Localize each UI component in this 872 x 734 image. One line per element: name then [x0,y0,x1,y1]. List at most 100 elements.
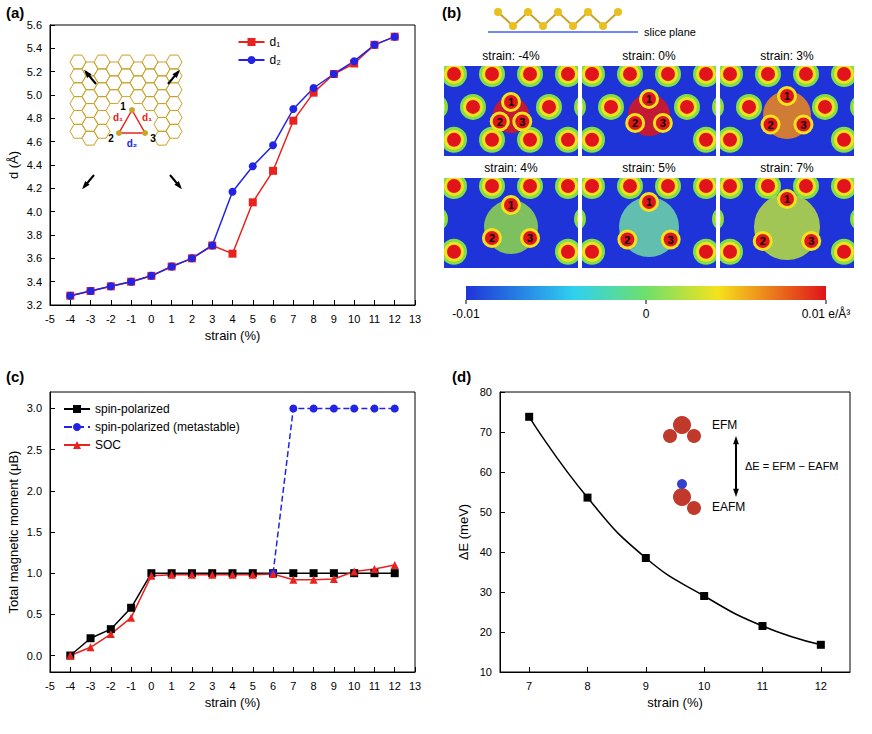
svg-text:2.5: 2.5 [27,444,42,456]
svg-text:1: 1 [646,93,652,105]
svg-text:strain: -4%: strain: -4% [482,49,540,63]
svg-text:ΔE (meV): ΔE (meV) [456,504,471,560]
svg-text:4.6: 4.6 [27,136,42,148]
svg-text:12: 12 [815,680,827,692]
svg-text:d (Å): d (Å) [6,151,21,179]
svg-text:11: 11 [369,680,380,692]
svg-text:3: 3 [660,117,666,129]
svg-text:9: 9 [331,313,337,325]
svg-text:0: 0 [148,680,154,692]
svg-text:1: 1 [508,96,514,108]
svg-text:8: 8 [311,313,317,325]
svg-text:3.0: 3.0 [27,402,42,414]
svg-text:50: 50 [480,506,492,518]
svg-text:spin-polarized: spin-polarized [95,402,170,416]
svg-text:10: 10 [348,313,360,325]
svg-text:40: 40 [480,546,492,558]
svg-text:13: 13 [409,680,421,692]
svg-text:10: 10 [698,680,710,692]
svg-text:13: 13 [409,313,421,325]
svg-text:3: 3 [808,235,814,247]
svg-text:4.2: 4.2 [27,182,42,194]
svg-text:4.8: 4.8 [27,112,42,124]
svg-text:20: 20 [480,626,492,638]
svg-text:d₂: d₂ [127,138,138,149]
svg-text:9: 9 [643,680,649,692]
svg-text:EAFM: EAFM [712,500,745,514]
svg-text:d₁: d₁ [142,112,152,123]
svg-text:0.0: 0.0 [27,650,42,662]
svg-text:ΔE = EFM − EAFM: ΔE = EFM − EAFM [745,460,839,472]
svg-text:spin-polarized (metastable): spin-polarized (metastable) [95,420,240,434]
svg-text:d₁: d₁ [270,35,281,49]
svg-text:strain: 5%: strain: 5% [622,161,676,175]
svg-text:10: 10 [480,666,492,678]
svg-text:6: 6 [270,680,276,692]
svg-text:80: 80 [480,386,492,398]
svg-text:1.5: 1.5 [27,526,42,538]
svg-text:5: 5 [250,313,256,325]
svg-text:0: 0 [643,307,650,321]
svg-text:6: 6 [270,313,276,325]
svg-text:4: 4 [229,680,235,692]
svg-text:-0.01: -0.01 [452,307,480,321]
svg-text:3.4: 3.4 [27,276,42,288]
svg-text:9: 9 [331,680,337,692]
svg-text:4: 4 [229,313,235,325]
svg-text:11: 11 [757,680,768,692]
svg-text:-4: -4 [65,680,75,692]
svg-text:1: 1 [169,313,175,325]
svg-text:strain: 0%: strain: 0% [622,49,676,63]
svg-text:70: 70 [480,426,492,438]
svg-text:-5: -5 [45,313,55,325]
svg-text:3.2: 3.2 [27,299,42,311]
svg-text:(a): (a) [6,4,24,21]
svg-text:2: 2 [767,119,773,131]
svg-text:1: 1 [508,199,514,211]
svg-text:2: 2 [497,116,503,128]
svg-text:1.0: 1.0 [27,567,42,579]
svg-text:1: 1 [784,90,790,102]
svg-text:-2: -2 [106,313,116,325]
svg-text:4.0: 4.0 [27,206,42,218]
svg-text:12: 12 [389,680,401,692]
svg-text:12: 12 [389,313,401,325]
svg-text:1: 1 [646,196,652,208]
svg-text:-3: -3 [86,313,96,325]
svg-text:2: 2 [189,313,195,325]
svg-text:2: 2 [632,117,638,129]
svg-text:1: 1 [120,101,126,112]
svg-text:strain: 3%: strain: 3% [760,49,814,63]
svg-text:-5: -5 [45,680,55,692]
svg-text:0.01 e/Å³: 0.01 e/Å³ [802,306,851,321]
svg-text:(c): (c) [6,368,24,385]
svg-text:Total magnetic moment (μB): Total magnetic moment (μB) [6,451,21,614]
svg-text:30: 30 [480,586,492,598]
svg-text:2: 2 [760,235,766,247]
svg-text:3: 3 [527,232,533,244]
svg-text:slice plane: slice plane [644,26,696,38]
svg-text:5.4: 5.4 [27,42,42,54]
svg-text:SOC: SOC [95,438,121,452]
svg-text:5: 5 [250,680,256,692]
svg-text:2.0: 2.0 [27,485,42,497]
svg-text:4.4: 4.4 [27,159,42,171]
svg-text:2: 2 [624,234,630,246]
svg-text:7: 7 [526,680,532,692]
svg-text:8: 8 [311,680,317,692]
svg-text:5.6: 5.6 [27,19,42,31]
svg-text:(b): (b) [442,4,461,21]
svg-text:60: 60 [480,466,492,478]
svg-text:(d): (d) [452,368,471,385]
svg-text:3: 3 [800,119,806,131]
svg-text:EFM: EFM [712,418,737,432]
svg-text:strain (%): strain (%) [205,695,261,710]
svg-text:d₁: d₁ [113,112,123,123]
svg-text:10: 10 [348,680,360,692]
svg-text:-4: -4 [65,313,75,325]
svg-text:strain: 4%: strain: 4% [484,161,538,175]
svg-text:2: 2 [108,133,114,144]
svg-text:1: 1 [784,193,790,205]
svg-text:3: 3 [519,116,525,128]
svg-text:1: 1 [169,680,175,692]
